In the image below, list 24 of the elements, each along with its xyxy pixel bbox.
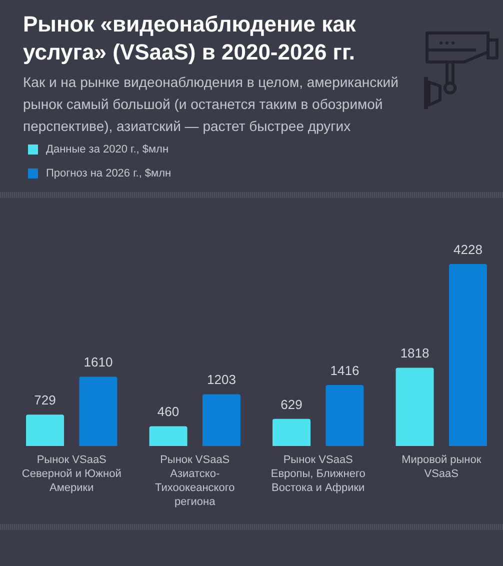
bar bbox=[448, 264, 487, 446]
bar bbox=[326, 385, 364, 446]
data-label: 4228 bbox=[454, 242, 482, 257]
data-label: 1818 bbox=[400, 346, 430, 361]
bar bbox=[149, 426, 188, 446]
data-label: 629 bbox=[280, 396, 302, 412]
x-tick-label: Мировой рынок VSaaS bbox=[402, 454, 482, 480]
data-label: 1610 bbox=[84, 354, 113, 370]
bar bbox=[272, 418, 311, 446]
chart-title: Рынок «видеонаблюдение как услуга» (VSaaS) в 2020-2026 гг. bbox=[23, 12, 357, 64]
data-label: 729 bbox=[34, 392, 56, 408]
bar bbox=[202, 394, 240, 446]
bar bbox=[26, 414, 64, 446]
data-label: 1203 bbox=[207, 372, 236, 388]
x-tick-label: Рынок VSaaS Северной и Южной Америки bbox=[22, 454, 122, 494]
chart-subtitle: Как и на рынке видеонаблюдения в целом, американский рынок самый большой (и останется таким в обозримой перспективе), азиатский — растет быстрее других bbox=[23, 74, 398, 134]
x-tick-label: Рынок VSaaS Европы, Ближнего Востока и Африки bbox=[270, 454, 366, 494]
bar bbox=[79, 376, 118, 446]
bar bbox=[396, 368, 434, 446]
x-tick-label: Рынок VSaaS Азиатско-Тихоокеанского региона bbox=[155, 454, 235, 508]
data-label: 460 bbox=[157, 404, 180, 420]
legend-label: Прогноз на 2026 г., $млн bbox=[46, 168, 172, 180]
data-label: 1416 bbox=[330, 363, 360, 378]
legend-label: Данные за 2020 г., $млн bbox=[46, 144, 169, 156]
